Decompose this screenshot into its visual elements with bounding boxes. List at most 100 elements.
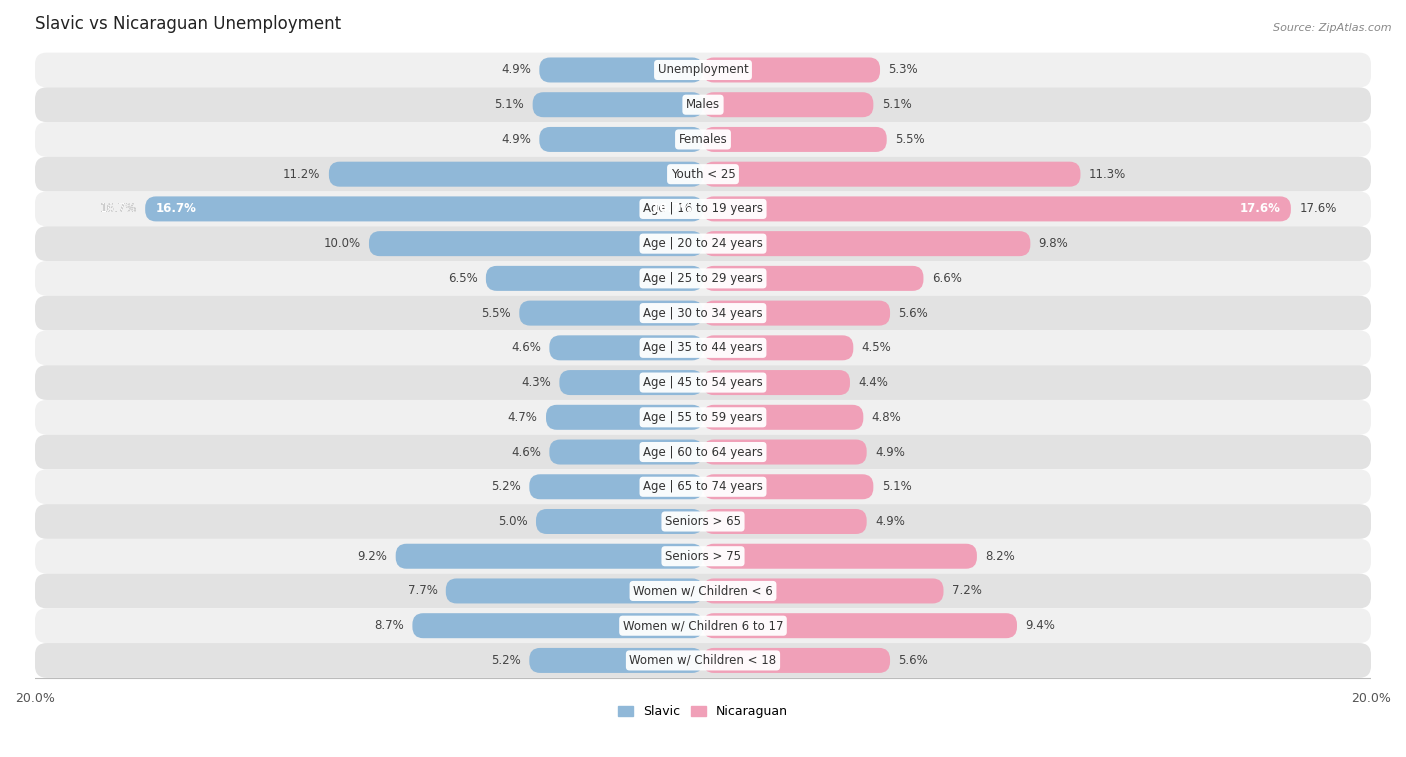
Text: Youth < 25: Youth < 25 [671, 168, 735, 181]
FancyBboxPatch shape [546, 405, 703, 430]
FancyBboxPatch shape [703, 544, 977, 569]
Text: 4.8%: 4.8% [872, 411, 901, 424]
Text: 4.3%: 4.3% [522, 376, 551, 389]
FancyBboxPatch shape [35, 53, 1371, 87]
Text: 4.9%: 4.9% [501, 133, 531, 146]
Text: 16.7%: 16.7% [155, 202, 195, 216]
Text: 6.5%: 6.5% [447, 272, 478, 285]
Text: Seniors > 65: Seniors > 65 [665, 515, 741, 528]
Text: Source: ZipAtlas.com: Source: ZipAtlas.com [1274, 23, 1392, 33]
FancyBboxPatch shape [35, 469, 1371, 504]
Text: 4.6%: 4.6% [512, 341, 541, 354]
Text: 8.2%: 8.2% [986, 550, 1015, 562]
FancyBboxPatch shape [35, 296, 1371, 331]
FancyBboxPatch shape [486, 266, 703, 291]
FancyBboxPatch shape [703, 509, 866, 534]
FancyBboxPatch shape [703, 231, 1031, 256]
FancyBboxPatch shape [540, 58, 703, 83]
FancyBboxPatch shape [35, 435, 1371, 469]
FancyBboxPatch shape [560, 370, 703, 395]
Text: 16.7%: 16.7% [652, 202, 693, 216]
Text: 5.6%: 5.6% [898, 307, 928, 319]
Text: 7.7%: 7.7% [408, 584, 437, 597]
Text: Women w/ Children < 18: Women w/ Children < 18 [630, 654, 776, 667]
FancyBboxPatch shape [703, 405, 863, 430]
FancyBboxPatch shape [540, 127, 703, 152]
FancyBboxPatch shape [35, 609, 1371, 643]
Text: 16.7%: 16.7% [100, 202, 136, 216]
Text: Age | 65 to 74 years: Age | 65 to 74 years [643, 480, 763, 494]
Text: 17.6%: 17.6% [1299, 202, 1337, 216]
Text: 9.4%: 9.4% [1025, 619, 1056, 632]
Text: Women w/ Children < 6: Women w/ Children < 6 [633, 584, 773, 597]
Text: 4.7%: 4.7% [508, 411, 537, 424]
FancyBboxPatch shape [703, 58, 880, 83]
Text: Males: Males [686, 98, 720, 111]
FancyBboxPatch shape [550, 335, 703, 360]
FancyBboxPatch shape [35, 539, 1371, 574]
Text: 5.5%: 5.5% [481, 307, 510, 319]
Text: 9.8%: 9.8% [1039, 237, 1069, 250]
Text: 4.9%: 4.9% [875, 515, 905, 528]
FancyBboxPatch shape [519, 301, 703, 326]
Text: 4.4%: 4.4% [858, 376, 889, 389]
FancyBboxPatch shape [703, 370, 851, 395]
FancyBboxPatch shape [329, 162, 703, 187]
Text: Age | 55 to 59 years: Age | 55 to 59 years [643, 411, 763, 424]
Text: 16.7%: 16.7% [100, 202, 136, 216]
FancyBboxPatch shape [145, 196, 703, 221]
Text: 4.5%: 4.5% [862, 341, 891, 354]
FancyBboxPatch shape [703, 127, 887, 152]
Text: 8.7%: 8.7% [374, 619, 404, 632]
Text: 9.2%: 9.2% [357, 550, 387, 562]
Text: Age | 35 to 44 years: Age | 35 to 44 years [643, 341, 763, 354]
FancyBboxPatch shape [536, 509, 703, 534]
Text: Unemployment: Unemployment [658, 64, 748, 76]
FancyBboxPatch shape [533, 92, 703, 117]
FancyBboxPatch shape [703, 266, 924, 291]
Text: Females: Females [679, 133, 727, 146]
Text: 5.6%: 5.6% [898, 654, 928, 667]
FancyBboxPatch shape [703, 196, 1291, 221]
Text: 5.2%: 5.2% [491, 480, 522, 494]
FancyBboxPatch shape [703, 301, 890, 326]
Text: 7.2%: 7.2% [952, 584, 981, 597]
FancyBboxPatch shape [368, 231, 703, 256]
Text: 4.9%: 4.9% [875, 446, 905, 459]
FancyBboxPatch shape [446, 578, 703, 603]
Text: 5.0%: 5.0% [498, 515, 527, 528]
FancyBboxPatch shape [703, 440, 866, 465]
FancyBboxPatch shape [35, 643, 1371, 678]
Text: Age | 16 to 19 years: Age | 16 to 19 years [643, 202, 763, 216]
FancyBboxPatch shape [412, 613, 703, 638]
Text: Age | 25 to 29 years: Age | 25 to 29 years [643, 272, 763, 285]
FancyBboxPatch shape [529, 475, 703, 500]
FancyBboxPatch shape [529, 648, 703, 673]
Text: 6.6%: 6.6% [932, 272, 962, 285]
Text: Slavic vs Nicaraguan Unemployment: Slavic vs Nicaraguan Unemployment [35, 15, 342, 33]
Text: 5.5%: 5.5% [896, 133, 925, 146]
Text: 5.3%: 5.3% [889, 64, 918, 76]
FancyBboxPatch shape [703, 648, 890, 673]
FancyBboxPatch shape [395, 544, 703, 569]
Text: Age | 20 to 24 years: Age | 20 to 24 years [643, 237, 763, 250]
FancyBboxPatch shape [703, 335, 853, 360]
FancyBboxPatch shape [35, 365, 1371, 400]
FancyBboxPatch shape [35, 157, 1371, 192]
Text: 5.1%: 5.1% [495, 98, 524, 111]
Text: 4.9%: 4.9% [501, 64, 531, 76]
FancyBboxPatch shape [35, 192, 1371, 226]
Text: 5.1%: 5.1% [882, 480, 911, 494]
FancyBboxPatch shape [35, 574, 1371, 609]
FancyBboxPatch shape [35, 226, 1371, 261]
FancyBboxPatch shape [35, 331, 1371, 365]
FancyBboxPatch shape [550, 440, 703, 465]
FancyBboxPatch shape [35, 261, 1371, 296]
Text: Seniors > 75: Seniors > 75 [665, 550, 741, 562]
FancyBboxPatch shape [703, 475, 873, 500]
Text: 11.2%: 11.2% [283, 168, 321, 181]
Text: Women w/ Children 6 to 17: Women w/ Children 6 to 17 [623, 619, 783, 632]
FancyBboxPatch shape [703, 578, 943, 603]
FancyBboxPatch shape [35, 400, 1371, 435]
FancyBboxPatch shape [703, 613, 1017, 638]
